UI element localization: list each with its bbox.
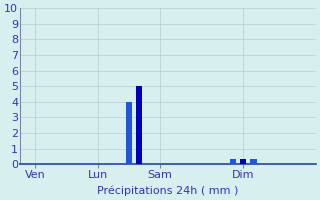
X-axis label: Précipitations 24h ( mm ): Précipitations 24h ( mm ) (97, 185, 238, 196)
Bar (136, 86, 142, 164)
Bar (240, 159, 246, 164)
Bar (125, 102, 132, 164)
Bar (250, 159, 257, 164)
Bar (229, 159, 236, 164)
